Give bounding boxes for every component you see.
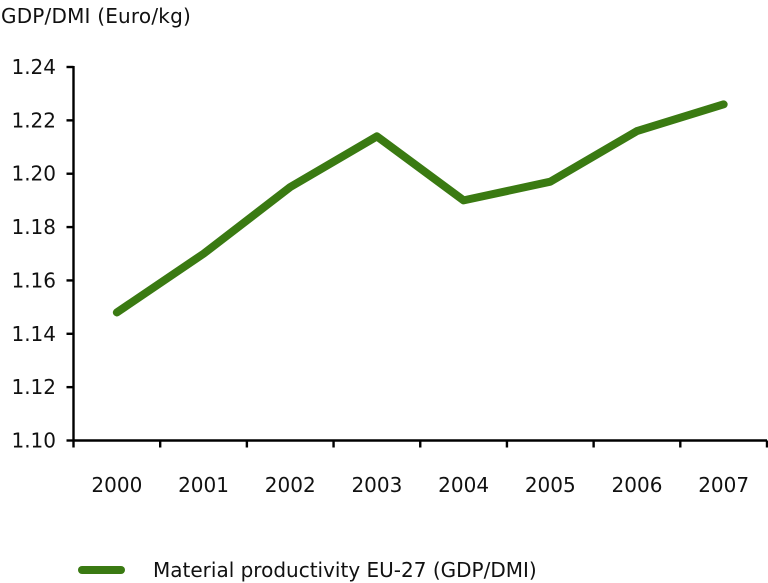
x-tick-label: 2002 <box>265 473 316 497</box>
legend-line-marker <box>78 566 125 574</box>
x-tick-label: 2004 <box>438 473 489 497</box>
data-line-material-productivity <box>112 100 728 317</box>
y-tick-label: 1.24 <box>11 55 56 79</box>
y-tick-label: 1.18 <box>11 215 56 239</box>
y-tick-label: 1.20 <box>11 162 56 186</box>
chart-title: GDP/DMI (Euro/kg) <box>1 4 191 28</box>
y-tick-label: 1.16 <box>11 268 56 292</box>
legend-label: Material productivity EU-27 (GDP/DMI) <box>153 558 537 582</box>
x-tick-label: 2000 <box>91 473 142 497</box>
y-tick-label: 1.14 <box>11 322 56 346</box>
x-tick-label: 2005 <box>525 473 576 497</box>
y-tick-label: 1.12 <box>11 375 56 399</box>
y-tick-label: 1.22 <box>11 108 56 132</box>
legend: Material productivity EU-27 (GDP/DMI) <box>78 556 537 583</box>
x-tick-label: 2007 <box>698 473 749 497</box>
y-tick-label: 1.10 <box>11 429 56 453</box>
x-tick-label: 2003 <box>351 473 402 497</box>
x-tick-label: 2006 <box>612 473 663 497</box>
x-tick-label: 2001 <box>178 473 229 497</box>
line-chart: 1.10 1.12 1.14 1.16 1.18 1.20 1.22 1.24 2000 2001… <box>11 55 768 497</box>
